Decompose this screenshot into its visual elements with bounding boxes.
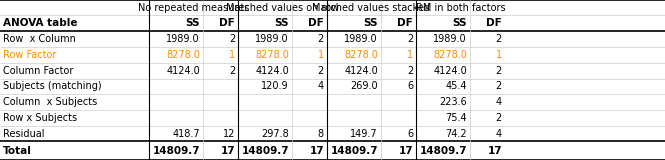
Text: 17: 17 xyxy=(487,146,502,156)
Text: 4: 4 xyxy=(496,97,502,107)
Text: 2: 2 xyxy=(407,66,413,76)
Text: 2: 2 xyxy=(318,34,324,44)
Text: 14809.7: 14809.7 xyxy=(331,146,378,156)
Text: 1: 1 xyxy=(318,50,324,60)
Text: DF: DF xyxy=(309,18,324,28)
Text: 4124.0: 4124.0 xyxy=(166,66,200,76)
Text: 8278.0: 8278.0 xyxy=(166,50,200,60)
Text: DF: DF xyxy=(397,18,413,28)
Text: ANOVA table: ANOVA table xyxy=(3,18,78,28)
Text: 6: 6 xyxy=(407,128,413,139)
Text: DF: DF xyxy=(486,18,502,28)
Text: Row Factor: Row Factor xyxy=(3,50,57,60)
Text: Column Factor: Column Factor xyxy=(3,66,73,76)
Text: 4: 4 xyxy=(496,128,502,139)
Text: Row  x Column: Row x Column xyxy=(3,34,76,44)
Text: Total: Total xyxy=(3,146,32,156)
Text: 17: 17 xyxy=(398,146,413,156)
Text: SS: SS xyxy=(364,18,378,28)
Text: SS: SS xyxy=(275,18,289,28)
Text: Residual: Residual xyxy=(3,128,45,139)
Text: 12: 12 xyxy=(223,128,235,139)
Text: 2: 2 xyxy=(407,34,413,44)
Text: 2: 2 xyxy=(229,34,235,44)
Text: 2: 2 xyxy=(495,113,502,123)
Text: 74.2: 74.2 xyxy=(446,128,467,139)
Text: 223.6: 223.6 xyxy=(440,97,467,107)
Text: 297.8: 297.8 xyxy=(261,128,289,139)
Text: 2: 2 xyxy=(229,66,235,76)
Text: SS: SS xyxy=(186,18,200,28)
Text: 17: 17 xyxy=(309,146,324,156)
Text: 17: 17 xyxy=(220,146,235,156)
Text: 120.9: 120.9 xyxy=(261,81,289,91)
Text: 1989.0: 1989.0 xyxy=(255,34,289,44)
Text: 2: 2 xyxy=(495,66,502,76)
Text: 149.7: 149.7 xyxy=(350,128,378,139)
Text: 2: 2 xyxy=(495,81,502,91)
Text: 4124.0: 4124.0 xyxy=(434,66,467,76)
Text: 8278.0: 8278.0 xyxy=(255,50,289,60)
Text: 4124.0: 4124.0 xyxy=(344,66,378,76)
Text: DF: DF xyxy=(219,18,235,28)
Text: 418.7: 418.7 xyxy=(172,128,200,139)
Text: 45.4: 45.4 xyxy=(446,81,467,91)
Text: 14809.7: 14809.7 xyxy=(152,146,200,156)
Text: 1: 1 xyxy=(496,50,502,60)
Text: 1: 1 xyxy=(229,50,235,60)
Text: Matched values on row: Matched values on row xyxy=(226,3,339,13)
Text: 8278.0: 8278.0 xyxy=(433,50,467,60)
Text: 6: 6 xyxy=(407,81,413,91)
Text: 1989.0: 1989.0 xyxy=(166,34,200,44)
Text: Column  x Subjects: Column x Subjects xyxy=(3,97,97,107)
Text: 14809.7: 14809.7 xyxy=(420,146,467,156)
Text: 2: 2 xyxy=(318,66,324,76)
Text: 75.4: 75.4 xyxy=(446,113,467,123)
Text: 8278.0: 8278.0 xyxy=(344,50,378,60)
Text: SS: SS xyxy=(452,18,467,28)
Text: No repeated measures: No repeated measures xyxy=(138,3,249,13)
Text: Row x Subjects: Row x Subjects xyxy=(3,113,77,123)
Text: 1: 1 xyxy=(407,50,413,60)
Text: 14809.7: 14809.7 xyxy=(241,146,289,156)
Text: 4: 4 xyxy=(318,81,324,91)
Text: 8: 8 xyxy=(318,128,324,139)
Text: 1989.0: 1989.0 xyxy=(434,34,467,44)
Text: Matched values stacked: Matched values stacked xyxy=(313,3,430,13)
Text: 1989.0: 1989.0 xyxy=(344,34,378,44)
Text: 269.0: 269.0 xyxy=(350,81,378,91)
Text: Subjects (matching): Subjects (matching) xyxy=(3,81,102,91)
Text: RM in both factors: RM in both factors xyxy=(416,3,505,13)
Text: 2: 2 xyxy=(495,34,502,44)
Text: 4124.0: 4124.0 xyxy=(255,66,289,76)
